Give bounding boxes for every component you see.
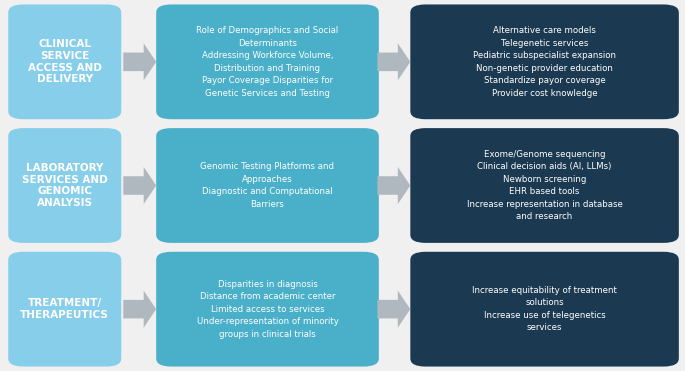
Text: CLINICAL
SERVICE
ACCESS AND
DELIVERY: CLINICAL SERVICE ACCESS AND DELIVERY	[28, 39, 101, 84]
FancyBboxPatch shape	[410, 4, 679, 119]
Polygon shape	[377, 43, 410, 81]
Text: Alternative care models
Telegenetic services
Pediatric subspecialist expansion
N: Alternative care models Telegenetic serv…	[473, 26, 616, 98]
Polygon shape	[123, 43, 156, 81]
FancyBboxPatch shape	[8, 252, 121, 367]
Polygon shape	[377, 290, 410, 328]
Polygon shape	[123, 290, 156, 328]
FancyBboxPatch shape	[156, 128, 379, 243]
Polygon shape	[377, 167, 410, 204]
FancyBboxPatch shape	[156, 4, 379, 119]
Text: Genomic Testing Platforms and
Approaches
Diagnostic and Computational
Barriers: Genomic Testing Platforms and Approaches…	[201, 162, 334, 209]
Polygon shape	[123, 167, 156, 204]
Text: Disparities in diagnosis
Distance from academic center
Limited access to service: Disparities in diagnosis Distance from a…	[197, 280, 338, 339]
Text: Exome/Genome sequencing
Clinical decision aids (AI, LLMs)
Newborn screening
EHR : Exome/Genome sequencing Clinical decisio…	[466, 150, 623, 221]
Text: Increase equitability of treatment
solutions
Increase use of telegenetics
servic: Increase equitability of treatment solut…	[472, 286, 617, 332]
FancyBboxPatch shape	[156, 252, 379, 367]
FancyBboxPatch shape	[410, 128, 679, 243]
FancyBboxPatch shape	[8, 4, 121, 119]
Text: LABORATORY
SERVICES AND
GENOMIC
ANALYSIS: LABORATORY SERVICES AND GENOMIC ANALYSIS	[22, 163, 108, 208]
Text: TREATMENT/
THERAPEUTICS: TREATMENT/ THERAPEUTICS	[21, 298, 109, 320]
FancyBboxPatch shape	[410, 252, 679, 367]
FancyBboxPatch shape	[8, 128, 121, 243]
Text: Role of Demographics and Social
Determinants
Addressing Workforce Volume,
Distri: Role of Demographics and Social Determin…	[197, 26, 338, 98]
